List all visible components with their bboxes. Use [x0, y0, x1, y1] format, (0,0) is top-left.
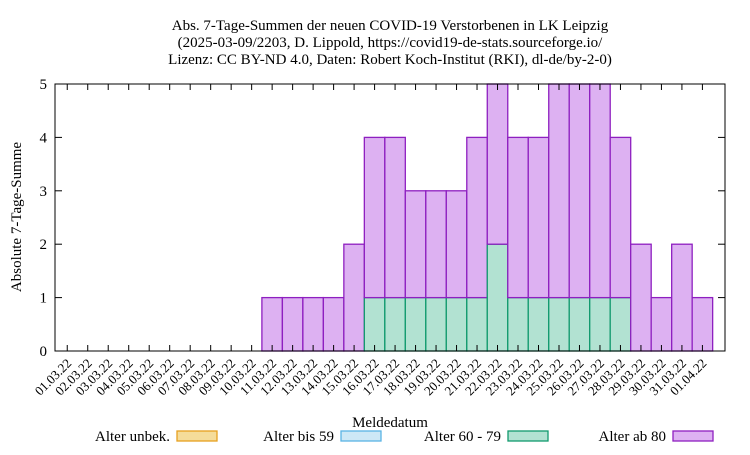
y-tick-label: 2: [40, 237, 48, 253]
legend-label: Alter ab 80: [599, 429, 666, 445]
legend-label: Alter 60 - 79: [424, 429, 501, 445]
bar-alter-ab-80-28.03.22: [609, 136, 632, 299]
x-axis-label: Meldedatum: [352, 415, 428, 431]
bar-alter-ab-80-19.03.22: [425, 190, 447, 299]
bar-alter-ab-80-20.03.22: [445, 190, 468, 299]
bar-alter-60-79-18.03.22: [404, 296, 427, 352]
legend-swatch: [672, 430, 714, 442]
y-tick-label: 4: [40, 130, 48, 146]
bar-alter-ab-80-12.03.22: [281, 296, 304, 352]
bar-alter-ab-80-16.03.22: [363, 136, 386, 299]
bar-alter-ab-80-29.03.22: [630, 243, 652, 352]
bar-alter-60-79-28.03.22: [609, 296, 632, 352]
x-tick-labels: 01.03.2202.03.2203.03.2204.03.2205.03.22…: [32, 356, 710, 399]
legend-label: Alter bis 59: [263, 429, 334, 445]
bar-alter-60-79-23.03.22: [507, 296, 529, 352]
bar-alter-ab-80-24.03.22: [527, 136, 550, 299]
bar-alter-60-79-16.03.22: [363, 296, 386, 352]
y-tick-label: 1: [40, 291, 48, 307]
y-tick-label: 0: [40, 344, 48, 360]
bar-alter-60-79-24.03.22: [527, 296, 550, 352]
plot-frame: [54, 83, 726, 352]
bar-alter-ab-80-22.03.22: [486, 83, 509, 245]
y-tick-label: 3: [40, 184, 48, 200]
y-tick-label: 5: [40, 77, 48, 93]
axes: [54, 83, 726, 352]
bar-alter-ab-80-21.03.22: [466, 136, 488, 299]
chart-title-line: Lizenz: CC BY-ND 4.0, Daten: Robert Koch…: [168, 52, 612, 68]
bar-alter-60-79-19.03.22: [425, 296, 447, 352]
bars: [261, 83, 714, 352]
bar-alter-ab-80-18.03.22: [404, 190, 427, 299]
bar-alter-ab-80-30.03.22: [650, 296, 673, 352]
y-axis-label: Absolute 7-Tage-Summe: [9, 142, 25, 293]
bar-alter-ab-80-26.03.22: [568, 83, 591, 299]
bar-alter-60-79-17.03.22: [384, 296, 406, 352]
legend-swatch: [176, 430, 218, 442]
bar-alter-ab-80-01.04.22: [691, 296, 714, 352]
chart-title-line: Abs. 7-Tage-Summen der neuen COVID-19 Ve…: [172, 18, 609, 34]
bar-alter-ab-80-13.03.22: [302, 296, 325, 352]
legend-label: Alter unbek.: [95, 429, 170, 445]
bar-alter-60-79-25.03.22: [548, 296, 570, 352]
bar-alter-ab-80-14.03.22: [322, 296, 345, 352]
legend-swatch: [340, 430, 382, 442]
y-tick-labels: 0 1 2 3 4 5: [40, 77, 48, 360]
bar-alter-60-79-26.03.22: [568, 296, 591, 352]
legend-swatch: [507, 430, 549, 442]
bar-alter-ab-80-15.03.22: [343, 243, 365, 352]
chart-title: Abs. 7-Tage-Summen der neuen COVID-19 Ve…: [168, 18, 612, 68]
bar-alter-ab-80-27.03.22: [589, 83, 611, 299]
bar-alter-ab-80-23.03.22: [507, 136, 529, 299]
bar-alter-ab-80-31.03.22: [671, 243, 693, 352]
bar-alter-60-79-22.03.22: [486, 243, 509, 352]
chart-title-line: (2025-03-09/2203, D. Lippold, https://co…: [178, 35, 603, 51]
bar-alter-60-79-27.03.22: [589, 296, 611, 352]
legend: Alter unbek. Alter bis 59 Alter 60 - 79 Alt…: [95, 429, 714, 445]
bar-alter-ab-80-11.03.22: [261, 296, 284, 352]
bar-alter-ab-80-17.03.22: [384, 136, 406, 299]
bar-alter-60-79-20.03.22: [445, 296, 468, 352]
bar-alter-ab-80-25.03.22: [548, 83, 570, 299]
bar-alter-60-79-21.03.22: [466, 296, 488, 352]
